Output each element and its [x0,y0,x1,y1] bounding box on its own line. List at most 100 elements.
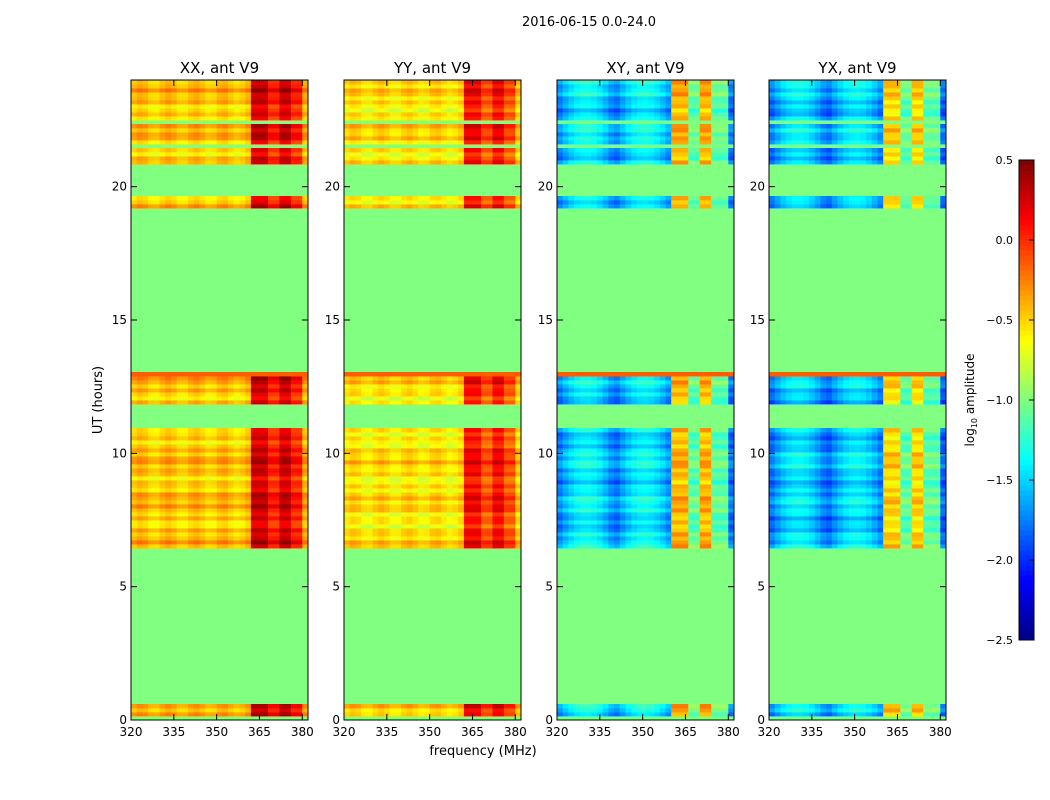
heatmap-cell [210,712,218,717]
heatmap-cell [498,532,505,537]
heatmap-cell [159,436,166,441]
heatmap-cell [716,496,723,501]
heatmap-cell [452,112,459,117]
heatmap-cell [239,136,246,141]
heatmap-cell [515,132,521,137]
heatmap-cell [579,484,586,489]
heatmap-cell [694,532,701,537]
heatmap-cell [671,468,678,473]
heatmap-cell [665,460,672,465]
heatmap-cell [250,96,258,101]
heatmap-cell [176,92,183,97]
heatmap-cell [481,488,488,493]
heatmap-cell [256,528,263,533]
heatmap-cell [579,452,586,457]
heatmap-cell [602,448,609,453]
heatmap-cell [557,540,564,545]
heatmap-cell [279,124,286,129]
heatmap-cell [659,528,666,533]
heatmap-cell [412,464,419,469]
heatmap-cell [401,380,408,385]
heatmap-cell [239,528,246,533]
heatmap-cell [279,484,286,489]
heatmap-cell [262,92,269,97]
heatmap-cell [429,508,436,513]
heatmap-cell [395,148,402,153]
heatmap-cell [665,444,672,449]
heatmap-cell [711,540,718,545]
heatmap-cell [239,480,246,485]
heatmap-cell [233,504,240,509]
heatmap-cell [492,88,499,93]
heatmap-cell [463,204,471,209]
heatmap-cell [642,460,649,465]
heatmap-cell [142,124,149,129]
heatmap-cell [302,376,308,381]
heatmap-cell [585,448,592,453]
heatmap-cell [222,704,229,709]
heatmap-cell [636,456,644,461]
heatmap-cell [515,512,521,517]
heatmap-cell [463,708,471,713]
heatmap-cell [228,200,235,205]
heatmap-cell [481,108,488,113]
heatmap-cell [475,204,482,209]
heatmap-cell [250,124,258,129]
heatmap-cell [205,508,212,513]
heatmap-cell [131,428,138,433]
heatmap-cell [148,432,155,437]
heatmap-cell [245,540,252,545]
heatmap-cell [302,500,308,505]
heatmap-cell [619,460,626,465]
heatmap-cell [716,440,723,445]
heatmap-cell [245,428,252,433]
heatmap-cell [694,476,701,481]
heatmap-cell [705,472,712,477]
heatmap-cell [228,152,235,157]
heatmap-cell [557,544,564,549]
heatmap-cell [279,372,286,377]
heatmap-cell [619,472,626,477]
heatmap-cell [170,540,178,545]
heatmap-cell [429,148,436,153]
heatmap-cell [366,492,373,497]
heatmap-cell [378,484,385,489]
heatmap-cell [273,504,280,509]
heatmap-cell [153,520,160,525]
heatmap-cell [568,532,575,537]
heatmap-cell [492,436,499,441]
heatmap-cell [131,96,138,101]
heatmap-cell [568,524,575,529]
heatmap-cell [503,108,510,113]
heatmap-cell [406,140,413,145]
heatmap-cell [671,472,678,477]
heatmap-cell [273,124,280,129]
heatmap-cell [492,380,499,385]
heatmap-cell [418,136,425,141]
heatmap-cell [170,196,178,201]
heatmap-cell [503,524,510,529]
heatmap-cell [210,524,218,529]
heatmap-cell [486,472,493,477]
heatmap-cell [383,448,391,453]
heatmap-cell [429,96,436,101]
heatmap-cell [250,128,258,133]
heatmap-cell [233,484,240,489]
heatmap-cell [170,536,178,541]
heatmap-cell [199,140,206,145]
heatmap-cell [458,372,465,377]
heatmap-cell [498,448,505,453]
heatmap-cell [131,452,138,457]
heatmap-cell [406,392,413,397]
heatmap-cell [355,544,362,549]
heatmap-cell [452,472,459,477]
heatmap-cell [418,536,425,541]
y-tick-label: 15 [325,313,340,327]
heatmap-cell [503,96,510,101]
heatmap-cell [142,392,149,397]
heatmap-cell [446,80,453,85]
heatmap-cell [250,392,258,397]
heatmap-cell [153,528,160,533]
heatmap-cell [250,372,258,377]
heatmap-cell [344,448,351,453]
